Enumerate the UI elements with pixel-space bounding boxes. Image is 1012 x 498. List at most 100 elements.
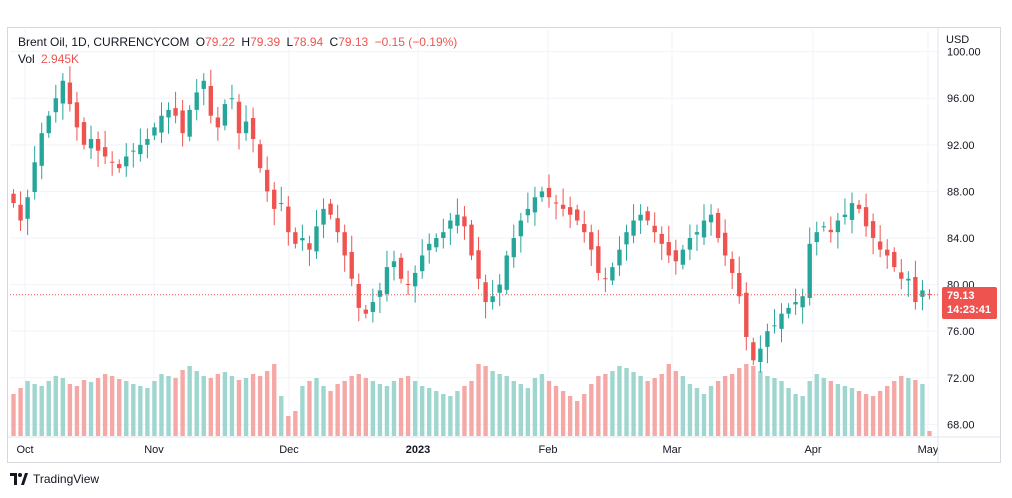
tradingview-logo-icon[interactable] (10, 473, 28, 485)
candle-body (687, 238, 693, 250)
candle-body (307, 243, 312, 250)
volume-value: 2.945K (41, 52, 80, 66)
x-tick-label: Dec (279, 444, 299, 456)
volume-bar (166, 376, 171, 436)
candle-body (215, 117, 221, 128)
candle-body (138, 144, 143, 155)
volume-bar (814, 374, 819, 436)
volume-bar (124, 381, 129, 436)
close-value: 79.13 (338, 35, 369, 49)
volume-bar (363, 378, 368, 436)
volume-bar (490, 371, 495, 436)
candle-body (525, 208, 531, 216)
candle-body (314, 226, 319, 252)
candle-body (624, 232, 629, 245)
volume-bar (448, 396, 453, 436)
volume-bar (11, 394, 16, 436)
volume-bar (412, 381, 418, 436)
close-label: C (329, 35, 339, 49)
y-tick-label: 76.00 (947, 326, 975, 338)
candle-body (145, 139, 150, 145)
candle-body (892, 251, 897, 268)
y-tick-label: 92.00 (947, 140, 975, 152)
candle-body (828, 229, 834, 233)
volume-bar (913, 380, 918, 436)
volume-bar (229, 376, 235, 436)
candle-body (885, 249, 890, 256)
volume-bar (715, 381, 721, 436)
y-tick-label: 68.00 (947, 419, 975, 431)
candle-body (483, 282, 488, 303)
candle-body (567, 207, 573, 215)
candle-body (694, 232, 700, 235)
candle-body (384, 267, 390, 294)
symbol-label[interactable]: Brent Oil, 1D, CURRENCYCOM (18, 35, 190, 49)
candle-body (560, 204, 566, 209)
brand-label[interactable]: TradingView (33, 472, 100, 486)
volume-bar (39, 386, 44, 436)
candle-body (821, 226, 826, 228)
volume-bar (102, 374, 108, 436)
volume-bar (194, 371, 199, 436)
candle-body (109, 161, 115, 163)
candle-body (539, 191, 545, 198)
candle-body (652, 225, 657, 233)
candle-body (412, 272, 418, 287)
candle-body (194, 92, 199, 110)
volume-bar (117, 379, 122, 436)
open-label: O (195, 35, 206, 49)
currency-label[interactable]: USD (946, 34, 970, 46)
volume-bar (863, 394, 869, 436)
candle-body (779, 313, 784, 329)
volume-bar (441, 394, 446, 436)
candle-body (532, 197, 538, 213)
volume-bar (786, 388, 791, 436)
volume-bar (356, 374, 361, 436)
volume-bar (567, 396, 573, 436)
volume-bar (74, 386, 80, 436)
volume-bar (673, 371, 679, 436)
volume-bar (215, 374, 221, 436)
y-tick-label: 100.00 (947, 47, 981, 59)
volume-bar (314, 378, 319, 436)
candle-body (398, 257, 404, 279)
candle-body (758, 348, 763, 363)
volume-bar (46, 381, 51, 436)
candle-body (645, 211, 650, 221)
volume-bar (659, 374, 664, 436)
candle-body (279, 203, 284, 205)
candle-body (722, 232, 728, 256)
candle-body (906, 278, 911, 281)
volume-bar (596, 376, 601, 436)
volume-bar (328, 391, 333, 436)
volume-bar (504, 376, 509, 436)
candle-body (264, 169, 270, 192)
volume-bar (546, 381, 552, 436)
x-tick-label: Feb (539, 444, 558, 456)
volume-bar (342, 381, 347, 436)
volume-bar (377, 384, 383, 436)
volume-label[interactable]: Vol (18, 52, 35, 66)
volume-bar (765, 376, 770, 436)
volume-bar (779, 381, 784, 436)
volume-bar (455, 391, 460, 436)
volume-bar (532, 378, 538, 436)
volume-bar (617, 366, 622, 436)
candle-body (321, 208, 326, 225)
candle-body (631, 220, 636, 236)
x-tick-label: Mar (663, 444, 682, 456)
candle-body (730, 258, 735, 273)
volume-bar (272, 364, 277, 436)
volume-bar (131, 384, 136, 436)
volume-bar (666, 364, 671, 436)
volume-bar (589, 384, 594, 436)
x-tick-label: May (918, 444, 939, 456)
candle-body (610, 267, 615, 281)
candle-body (419, 255, 425, 272)
candle-body (842, 214, 848, 218)
candle-body (18, 204, 23, 221)
volume-bar (885, 386, 890, 436)
y-tick-label: 84.00 (947, 233, 975, 245)
candle-body (490, 296, 495, 303)
